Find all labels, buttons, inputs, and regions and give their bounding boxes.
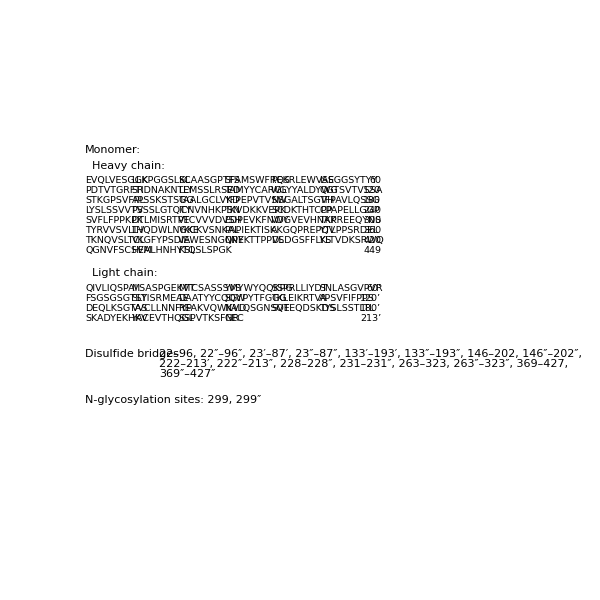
Text: TYSLSSTLTL: TYSLSSTLTL	[319, 304, 374, 313]
Text: TKLEIKRTVA: TKLEIKRTVA	[271, 294, 327, 303]
Text: 60: 60	[369, 176, 381, 185]
Text: LLKPGGSLKL: LLKPGGSLKL	[131, 176, 191, 185]
Text: QIVLIQSPAI: QIVLIQSPAI	[85, 284, 137, 293]
Text: 300: 300	[363, 216, 381, 225]
Text: N-glycosylation sites: 299, 299″: N-glycosylation sites: 299, 299″	[85, 395, 262, 406]
Text: PDTVTGRFTI: PDTVTGRFTI	[85, 186, 144, 195]
Text: 240: 240	[363, 206, 381, 215]
Text: DTLMISRTPE: DTLMISRTPE	[131, 216, 190, 225]
Text: YACEVTHQGL: YACEVTHQGL	[131, 314, 194, 323]
Text: 449: 449	[363, 246, 381, 255]
Text: TKPREEQYNS: TKPREEQYNS	[319, 216, 381, 225]
Text: SFAMSWFRQS: SFAMSWFRQS	[224, 176, 290, 185]
Text: VDGVEVHNAK: VDGVEVHNAK	[271, 216, 338, 225]
Text: WGYYALDYWG: WGYYALDYWG	[271, 186, 339, 195]
Text: APSVFIFPPS: APSVFIFPPS	[319, 294, 375, 303]
Text: VVCLLNNFYP: VVCLLNNFYP	[131, 304, 193, 313]
Text: LHQDWLNGKE: LHQDWLNGKE	[131, 226, 199, 235]
Text: VKGFYPSDIA: VKGFYPSDIA	[131, 236, 191, 245]
Text: SKADYEKHKV: SKADYEKHKV	[85, 314, 148, 323]
Text: NSGALTSGVH: NSGALTSGVH	[271, 196, 334, 205]
Text: 213’: 213’	[360, 314, 381, 323]
Text: DSDGSFFLYS: DSDGSFFLYS	[271, 236, 331, 245]
Text: TFPAVLQSSG: TFPAVLQSSG	[319, 196, 380, 205]
Text: TAALGCLVKD: TAALGCLVKD	[178, 196, 239, 205]
Text: Heavy chain:: Heavy chain:	[92, 161, 165, 170]
Text: Light chain:: Light chain:	[92, 268, 158, 278]
Text: YKCKVSNKAL: YKCKVSNKAL	[178, 226, 239, 235]
Text: EDPEVKFNWY: EDPEVKFNWY	[224, 216, 289, 225]
Text: 180’: 180’	[360, 304, 381, 313]
Text: 369″–427″: 369″–427″	[158, 369, 215, 379]
Text: NALQSGNSQE: NALQSGNSQE	[224, 304, 290, 313]
Text: HEALHNHYTQ: HEALHNHYTQ	[131, 246, 196, 255]
Text: DAATYYCQQW: DAATYYCQQW	[178, 294, 245, 303]
Text: SCAASGPTFS: SCAASGPTFS	[178, 176, 240, 185]
Text: SVTEQDSKDS: SVTEQDSKDS	[271, 304, 335, 313]
Text: SRDNAKNTLY: SRDNAKNTLY	[131, 186, 194, 195]
Text: SNLASGVPVR: SNLASGVPVR	[319, 284, 383, 293]
Text: CPAPELLGGP: CPAPELLGGP	[319, 206, 380, 215]
Text: TKNQVSLTCL: TKNQVSLTCL	[85, 236, 145, 245]
Text: KLTVDKSRWQ: KLTVDKSRWQ	[319, 236, 384, 245]
Text: PSSSLGTQTY: PSSSLGTQTY	[131, 206, 192, 215]
Text: 120’: 120’	[360, 294, 381, 303]
Text: YFPEPVTVSW: YFPEPVTVSW	[224, 196, 287, 205]
Text: ISSGGSYTYY: ISSGGSYTYY	[319, 176, 377, 185]
Text: PAPIEKTISK: PAPIEKTISK	[224, 226, 277, 235]
Text: TAMYYCARGL: TAMYYCARGL	[224, 186, 287, 195]
Text: STKGPSVFPL: STKGPSVFPL	[85, 196, 145, 205]
Text: PEKRLEWVAE: PEKRLEWVAE	[271, 176, 334, 185]
Text: MSASPGEKVT: MSASPGEKVT	[131, 284, 196, 293]
Text: 420: 420	[363, 236, 381, 245]
Text: ICNVNHKPSN: ICNVNHKPSN	[178, 206, 240, 215]
Text: TKVDKKVEPK: TKVDKKVEPK	[224, 206, 287, 215]
Text: 22–96, 22″–96″, 23′–87′, 23″–87″, 133′–193′, 133″–193″, 146–202, 146″–202″,: 22–96, 22″–96″, 23′–87′, 23″–87″, 133′–1…	[158, 349, 582, 359]
Text: SLTISRMEAE: SLTISRMEAE	[131, 294, 189, 303]
Text: SGYPYTFGGG: SGYPYTFGGG	[224, 294, 287, 303]
Text: LYSLSSVVTV: LYSLSSVVTV	[85, 206, 143, 215]
Text: QGNVFSCSVM: QGNVFSCSVM	[85, 246, 152, 255]
Text: REAKVQWKVD: REAKVQWKVD	[178, 304, 247, 313]
Text: SVFLFPPKPK: SVFLFPPKPK	[85, 216, 143, 225]
Text: GEC: GEC	[224, 314, 244, 323]
Text: YTLPPSRDEL: YTLPPSRDEL	[319, 226, 379, 235]
Text: VTCVVVDVSH: VTCVVVDVSH	[178, 216, 242, 225]
Text: 180: 180	[363, 196, 381, 205]
Text: FSGSGSGTSY: FSGSGSGTSY	[85, 294, 147, 303]
Text: KSLSLSPGK: KSLSLSPGK	[178, 246, 232, 255]
Text: AKGQPREPQV: AKGQPREPQV	[271, 226, 336, 235]
Text: YMYWYQQKPG: YMYWYQQKPG	[224, 284, 293, 293]
Text: TYRVVSVLTV: TYRVVSVLTV	[85, 226, 145, 235]
Text: SCDKTHTCPP: SCDKTHTCPP	[271, 206, 332, 215]
Text: Disulfide bridges:: Disulfide bridges:	[85, 349, 182, 359]
Text: 120: 120	[363, 186, 381, 195]
Text: 360: 360	[363, 226, 381, 235]
Text: SSPRLLIYDT: SSPRLLIYDT	[271, 284, 328, 293]
Text: APSSKSTSGG: APSSKSTSGG	[131, 196, 194, 205]
Text: 222–213′, 222″–213″, 228–228″, 231–231″, 263–323, 263″–323″, 369–427,: 222–213′, 222″–213″, 228–228″, 231–231″,…	[158, 359, 568, 369]
Text: MTCSASSSVS: MTCSASSSVS	[178, 284, 241, 293]
Text: Monomer:: Monomer:	[85, 145, 141, 155]
Text: DEQLKSGTAS: DEQLKSGTAS	[85, 304, 148, 313]
Text: LEMSSLRSED: LEMSSLRSED	[178, 186, 241, 195]
Text: NNYKTTPPVL: NNYKTTPPVL	[224, 236, 284, 245]
Text: QGTSVTVSSA: QGTSVTVSSA	[319, 186, 383, 195]
Text: EVQLVESGGK: EVQLVESGGK	[85, 176, 148, 185]
Text: VEWESNGQPE: VEWESNGQPE	[178, 236, 245, 245]
Text: 60’: 60’	[366, 284, 381, 293]
Text: SSPVTKSFNR: SSPVTKSFNR	[178, 314, 239, 323]
